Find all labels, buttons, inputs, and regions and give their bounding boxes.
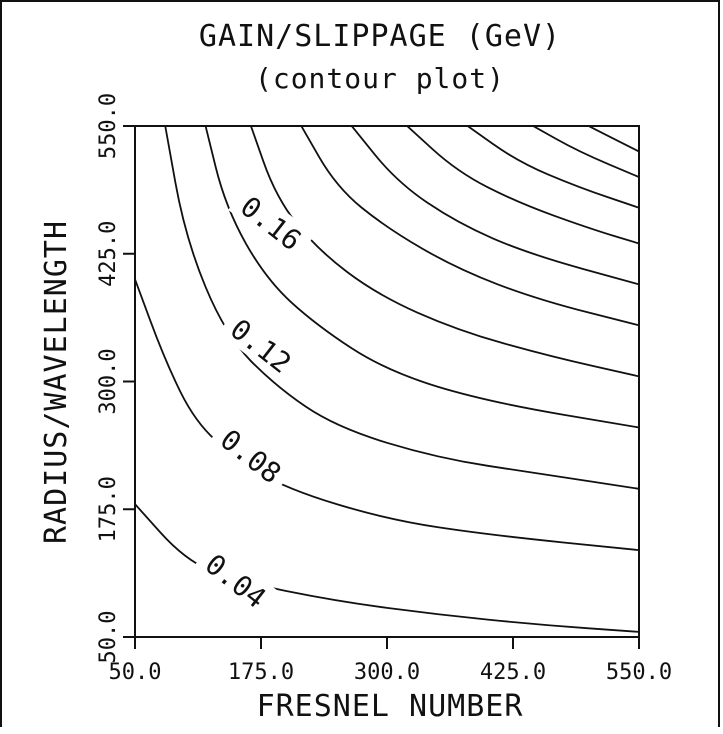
- y-tick-label: 50.0: [96, 611, 121, 664]
- contour-label-bg: [192, 540, 280, 620]
- contour-line: [351, 126, 639, 286]
- x-axis-title: FRESNEL NUMBER: [257, 689, 524, 724]
- contour-label-bg: [228, 183, 316, 262]
- contour-line: [406, 126, 639, 245]
- x-tick-label: 300.0: [354, 660, 420, 685]
- chart-subtitle: (contour plot): [255, 62, 505, 95]
- y-tick-label: 550.0: [96, 93, 121, 159]
- contour-line: [532, 126, 639, 178]
- contour-line: [588, 126, 639, 153]
- x-tick-label: 425.0: [480, 660, 546, 685]
- y-tick-label: 425.0: [96, 221, 121, 287]
- contour-line: [164, 126, 639, 490]
- x-tick-label: 175.0: [228, 660, 294, 685]
- contour-line: [204, 126, 639, 429]
- contour-label-bg: [207, 416, 296, 495]
- y-tick-label: 300.0: [96, 348, 121, 414]
- x-tick-label: 50.0: [109, 660, 162, 685]
- contour-line: [300, 126, 639, 327]
- contour-line: [250, 126, 639, 378]
- x-tick-label: 550.0: [606, 660, 672, 685]
- y-axis-title: RADIUS/WAVELENGTH: [39, 220, 74, 544]
- contour-label-bg: [218, 305, 306, 385]
- y-tick-label: 175.0: [96, 476, 121, 542]
- chart-title: GAIN/SLIPPAGE (GeV): [199, 19, 561, 54]
- contour-line: [467, 126, 639, 209]
